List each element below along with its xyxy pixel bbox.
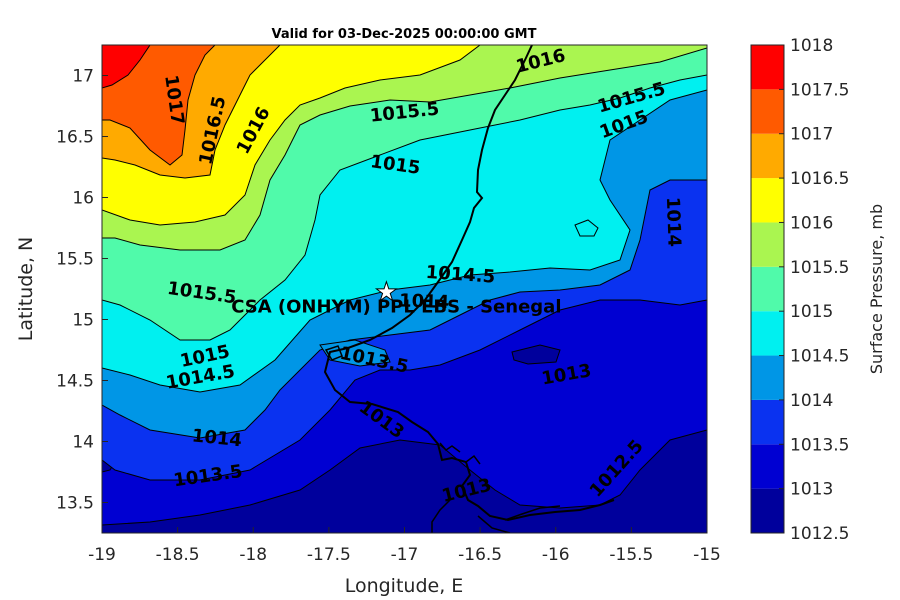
contour-label-9: 1014.5: [425, 262, 496, 288]
band-1013-island: [511, 344, 561, 365]
colorbar-tick-label-2: 1013.5: [790, 435, 849, 455]
x-tick-label-3: -17.5: [307, 545, 351, 565]
colorbar-tick-label-6: 1015.5: [790, 258, 849, 278]
y-tick-label-1: 14: [72, 433, 94, 453]
colorbar-tick-label-4: 1014.5: [790, 347, 849, 367]
x-tick-label-0: -19: [88, 545, 116, 565]
colorbar-swatch-5: [751, 266, 784, 312]
colorbar-tick-label-11: 1018: [790, 36, 833, 56]
colorbar: 1012.5 1013 1013.5 1014 1014.5 1015 1015.5 1016…: [750, 36, 849, 544]
band-1014-5-island: [574, 219, 599, 237]
y-axis-label: Latitude, N: [15, 237, 37, 342]
colorbar-tick-label-3: 1014: [790, 391, 833, 411]
band-1017-5: [102, 45, 151, 89]
y-tick-label-3: 15: [72, 311, 94, 331]
colorbar-tick-label-9: 1017: [790, 125, 833, 145]
colorbar-tick-label-0: 1012.5: [790, 524, 849, 544]
y-tick-label-4: 15.5: [56, 250, 94, 270]
colorbar-swatch-9: [751, 89, 784, 134]
x-tick-label-6: -16: [542, 545, 570, 565]
colorbar-label: Surface Pressure, mb: [867, 204, 886, 374]
colorbar-swatch-8: [751, 133, 784, 179]
colorbar-swatch-6: [751, 222, 784, 267]
x-axis-ticks: -19 -18.5 -18 -17.5 -17 -16.5 -16 -15.5 -15: [88, 527, 721, 565]
y-tick-label-7: 17: [72, 67, 94, 87]
colorbar-swatch-3: [751, 355, 784, 400]
coastline: [323, 45, 615, 522]
y-axis-ticks: 13.5 14 14.5 15 15.5 16 16.5 17: [56, 67, 108, 514]
x-tick-label-4: -17: [391, 545, 419, 565]
x-tick-label-8: -15: [693, 545, 721, 565]
colorbar-swatch-1: [751, 444, 784, 489]
plot-title: Valid for 03-Dec-2025 00:00:00 GMT: [272, 27, 537, 42]
x-tick-label-1: -18.5: [156, 545, 200, 565]
colorbar-swatch-10: [751, 45, 784, 90]
colorbar-tick-label-8: 1016.5: [790, 169, 849, 189]
y-tick-label-6: 16.5: [56, 128, 94, 148]
site-label: CSA (ONHYM) PPL EBS - Senegal: [231, 296, 561, 317]
colorbar-tick-label-5: 1015: [790, 302, 833, 322]
colorbar-swatch-7: [751, 178, 784, 223]
contour-label-8: 1014: [662, 197, 685, 248]
contour-label-17: 1014: [191, 425, 243, 451]
colorbar-swatch-0: [751, 488, 784, 533]
x-axis-label: Longitude, E: [345, 575, 464, 597]
y-tick-label-5: 16: [72, 189, 94, 209]
coastline-islet: [324, 345, 343, 361]
site-star-marker: ★: [375, 277, 398, 307]
y-tick-label-0: 13.5: [56, 494, 94, 514]
colorbar-tick-label-1: 1013: [790, 480, 833, 500]
band-1017: [102, 45, 216, 166]
contour-label-11: 1014: [399, 290, 450, 313]
x-tick-label-7: -15.5: [609, 545, 653, 565]
colorbar-swatch-2: [751, 399, 784, 445]
colorbar-swatch-4: [751, 311, 784, 356]
coastline-estuary: [431, 442, 561, 533]
x-tick-label-2: -18: [239, 545, 267, 565]
y-tick-label-2: 14.5: [56, 372, 94, 392]
colorbar-tick-label-10: 1017.5: [790, 80, 849, 100]
x-tick-label-5: -16.5: [458, 545, 502, 565]
colorbar-frame: [750, 44, 785, 534]
colorbar-tick-label-7: 1016: [790, 213, 833, 233]
